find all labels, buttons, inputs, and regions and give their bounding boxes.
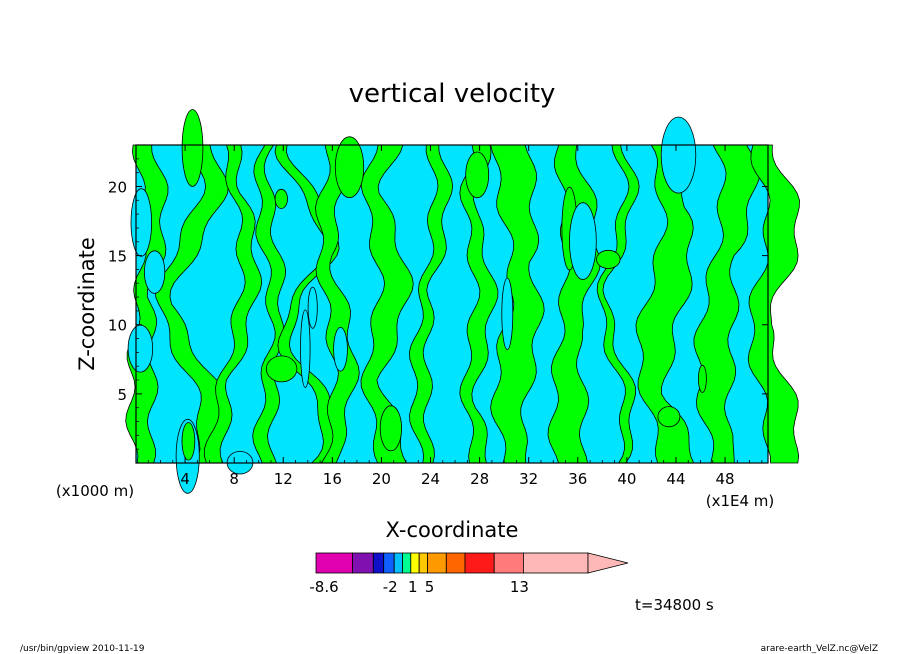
colorbar-tick-label: 5 (425, 578, 435, 596)
x-tick-label: 32 (519, 470, 538, 488)
contour-region (379, 405, 402, 452)
colorbar-segment (315, 552, 353, 574)
plot-area (125, 109, 800, 494)
x-tick-label: 8 (229, 470, 239, 488)
y-axis-label: Z-coordinate (75, 237, 99, 371)
colorbar-tick-label: 1 (408, 578, 418, 596)
contour-region (274, 188, 288, 209)
contour-region (333, 326, 348, 372)
colorbar-tick-labels: -8.6 -2 1 5 13 (309, 578, 529, 596)
contour-region (334, 136, 365, 199)
footer-right: arare-earth_VelZ.nc@VelZ (761, 644, 878, 654)
contour-region (181, 422, 196, 461)
contour-field (125, 109, 800, 494)
colorbar-segment (493, 552, 524, 574)
x-tick-label: 48 (716, 470, 735, 488)
y-tick-label: 5 (117, 386, 127, 404)
contour-region (465, 151, 490, 199)
contour-region (130, 188, 153, 257)
contour-region (747, 144, 800, 464)
x-unit-label: (x1000 m) (56, 482, 134, 500)
x-tick-label: 4 (180, 470, 190, 488)
contour-region (698, 364, 707, 393)
x-tick-label: 24 (421, 470, 440, 488)
contour-region (144, 250, 166, 294)
colorbar-segment (464, 552, 495, 574)
contour-region (657, 406, 681, 428)
footer-left: /usr/bin/gpview 2010-11-19 (20, 644, 145, 654)
x-tick-label: 28 (470, 470, 489, 488)
y-tick-label: 15 (108, 248, 127, 266)
x-tick-label: 44 (666, 470, 685, 488)
contour-region (127, 324, 154, 373)
y-tick-label: 20 (108, 178, 127, 196)
colorbar-tick-label: 13 (510, 578, 529, 596)
x-axis-label: X-coordinate (386, 518, 519, 542)
y-tick-label: 10 (108, 317, 127, 335)
contour-region (307, 286, 318, 329)
colorbar-segment (523, 552, 589, 574)
chart-title: vertical velocity (349, 79, 556, 109)
colorbar-segment (445, 552, 466, 574)
colorbar-segment (410, 552, 420, 574)
colorbar-segment (402, 552, 412, 574)
x-tick-label: 40 (617, 470, 636, 488)
contour-region (660, 116, 697, 194)
colorbar-tick-label: -8.6 (309, 578, 338, 596)
contour-region (181, 109, 204, 187)
colorbar-tick-label: -2 (383, 578, 398, 596)
contour-region (300, 309, 311, 388)
contour-region (265, 355, 298, 383)
colorbar-segment (393, 552, 403, 574)
colorbar-segment (383, 552, 395, 574)
x-tick-label: 20 (372, 470, 391, 488)
contour-region (569, 202, 597, 280)
x-tick-label: 36 (568, 470, 587, 488)
time-label: t=34800 s (635, 596, 714, 614)
colorbar-extend-arrow (587, 552, 629, 574)
colorbar-segment (352, 552, 374, 574)
colorbar-segment (427, 552, 447, 574)
colorbar (315, 552, 629, 574)
contour-region (501, 277, 514, 350)
colorbar-segment (372, 552, 385, 574)
contour-region (596, 249, 621, 269)
colorbar-segment (418, 552, 428, 574)
x-scale-label: (x1E4 m) (706, 492, 775, 510)
x-tick-label: 16 (323, 470, 342, 488)
x-axis: 4 8 12 16 20 24 28 32 36 40 44 48 (147, 145, 763, 488)
x-tick-label: 12 (274, 470, 293, 488)
y-axis: 5 10 15 20 (108, 158, 768, 450)
